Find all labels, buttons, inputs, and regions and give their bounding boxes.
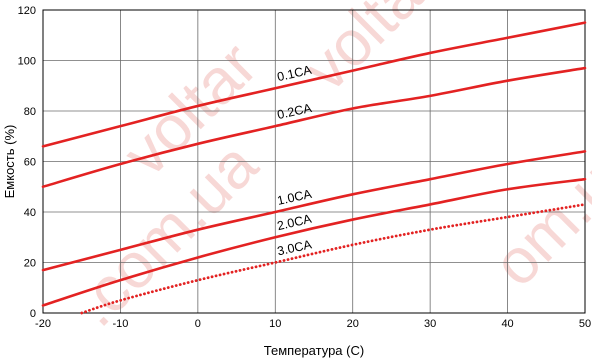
series-line-3-0CA [80,203,587,315]
x-tick-label: 40 [501,318,513,330]
x-tick-label: 50 [579,318,591,330]
x-axis-title: Температура (С) [264,343,364,358]
y-tick-label: 40 [24,207,36,219]
x-tick-label: 10 [269,318,281,330]
x-tick-label: 30 [424,318,436,330]
y-tick-label: 100 [18,56,36,68]
watermark-text: om.ua [479,123,592,300]
series-line-0-1CA [41,21,587,148]
y-tick-label: 0 [30,308,36,320]
y-tick-label: 20 [24,258,36,270]
series-line-1-0CA [41,150,587,272]
y-tick-label: 80 [24,106,36,118]
x-tick-label: 0 [195,318,201,330]
series-lines [41,21,587,315]
x-tick-label: -10 [112,318,128,330]
x-tick-label: 20 [347,318,359,330]
y-tick-label: 60 [24,157,36,169]
x-tick-label: -20 [35,318,51,330]
x-axis-ticks: -20 -10 0 10 20 30 40 50 [35,318,591,330]
y-axis-ticks: 0 20 40 60 80 100 120 [18,5,36,320]
plot-frame [42,9,586,314]
y-tick-label: 120 [18,5,36,17]
series-line-2-0CA [41,177,587,307]
y-axis-title: Емкость (%) [2,125,17,199]
series-line-0-2CA [41,66,587,189]
